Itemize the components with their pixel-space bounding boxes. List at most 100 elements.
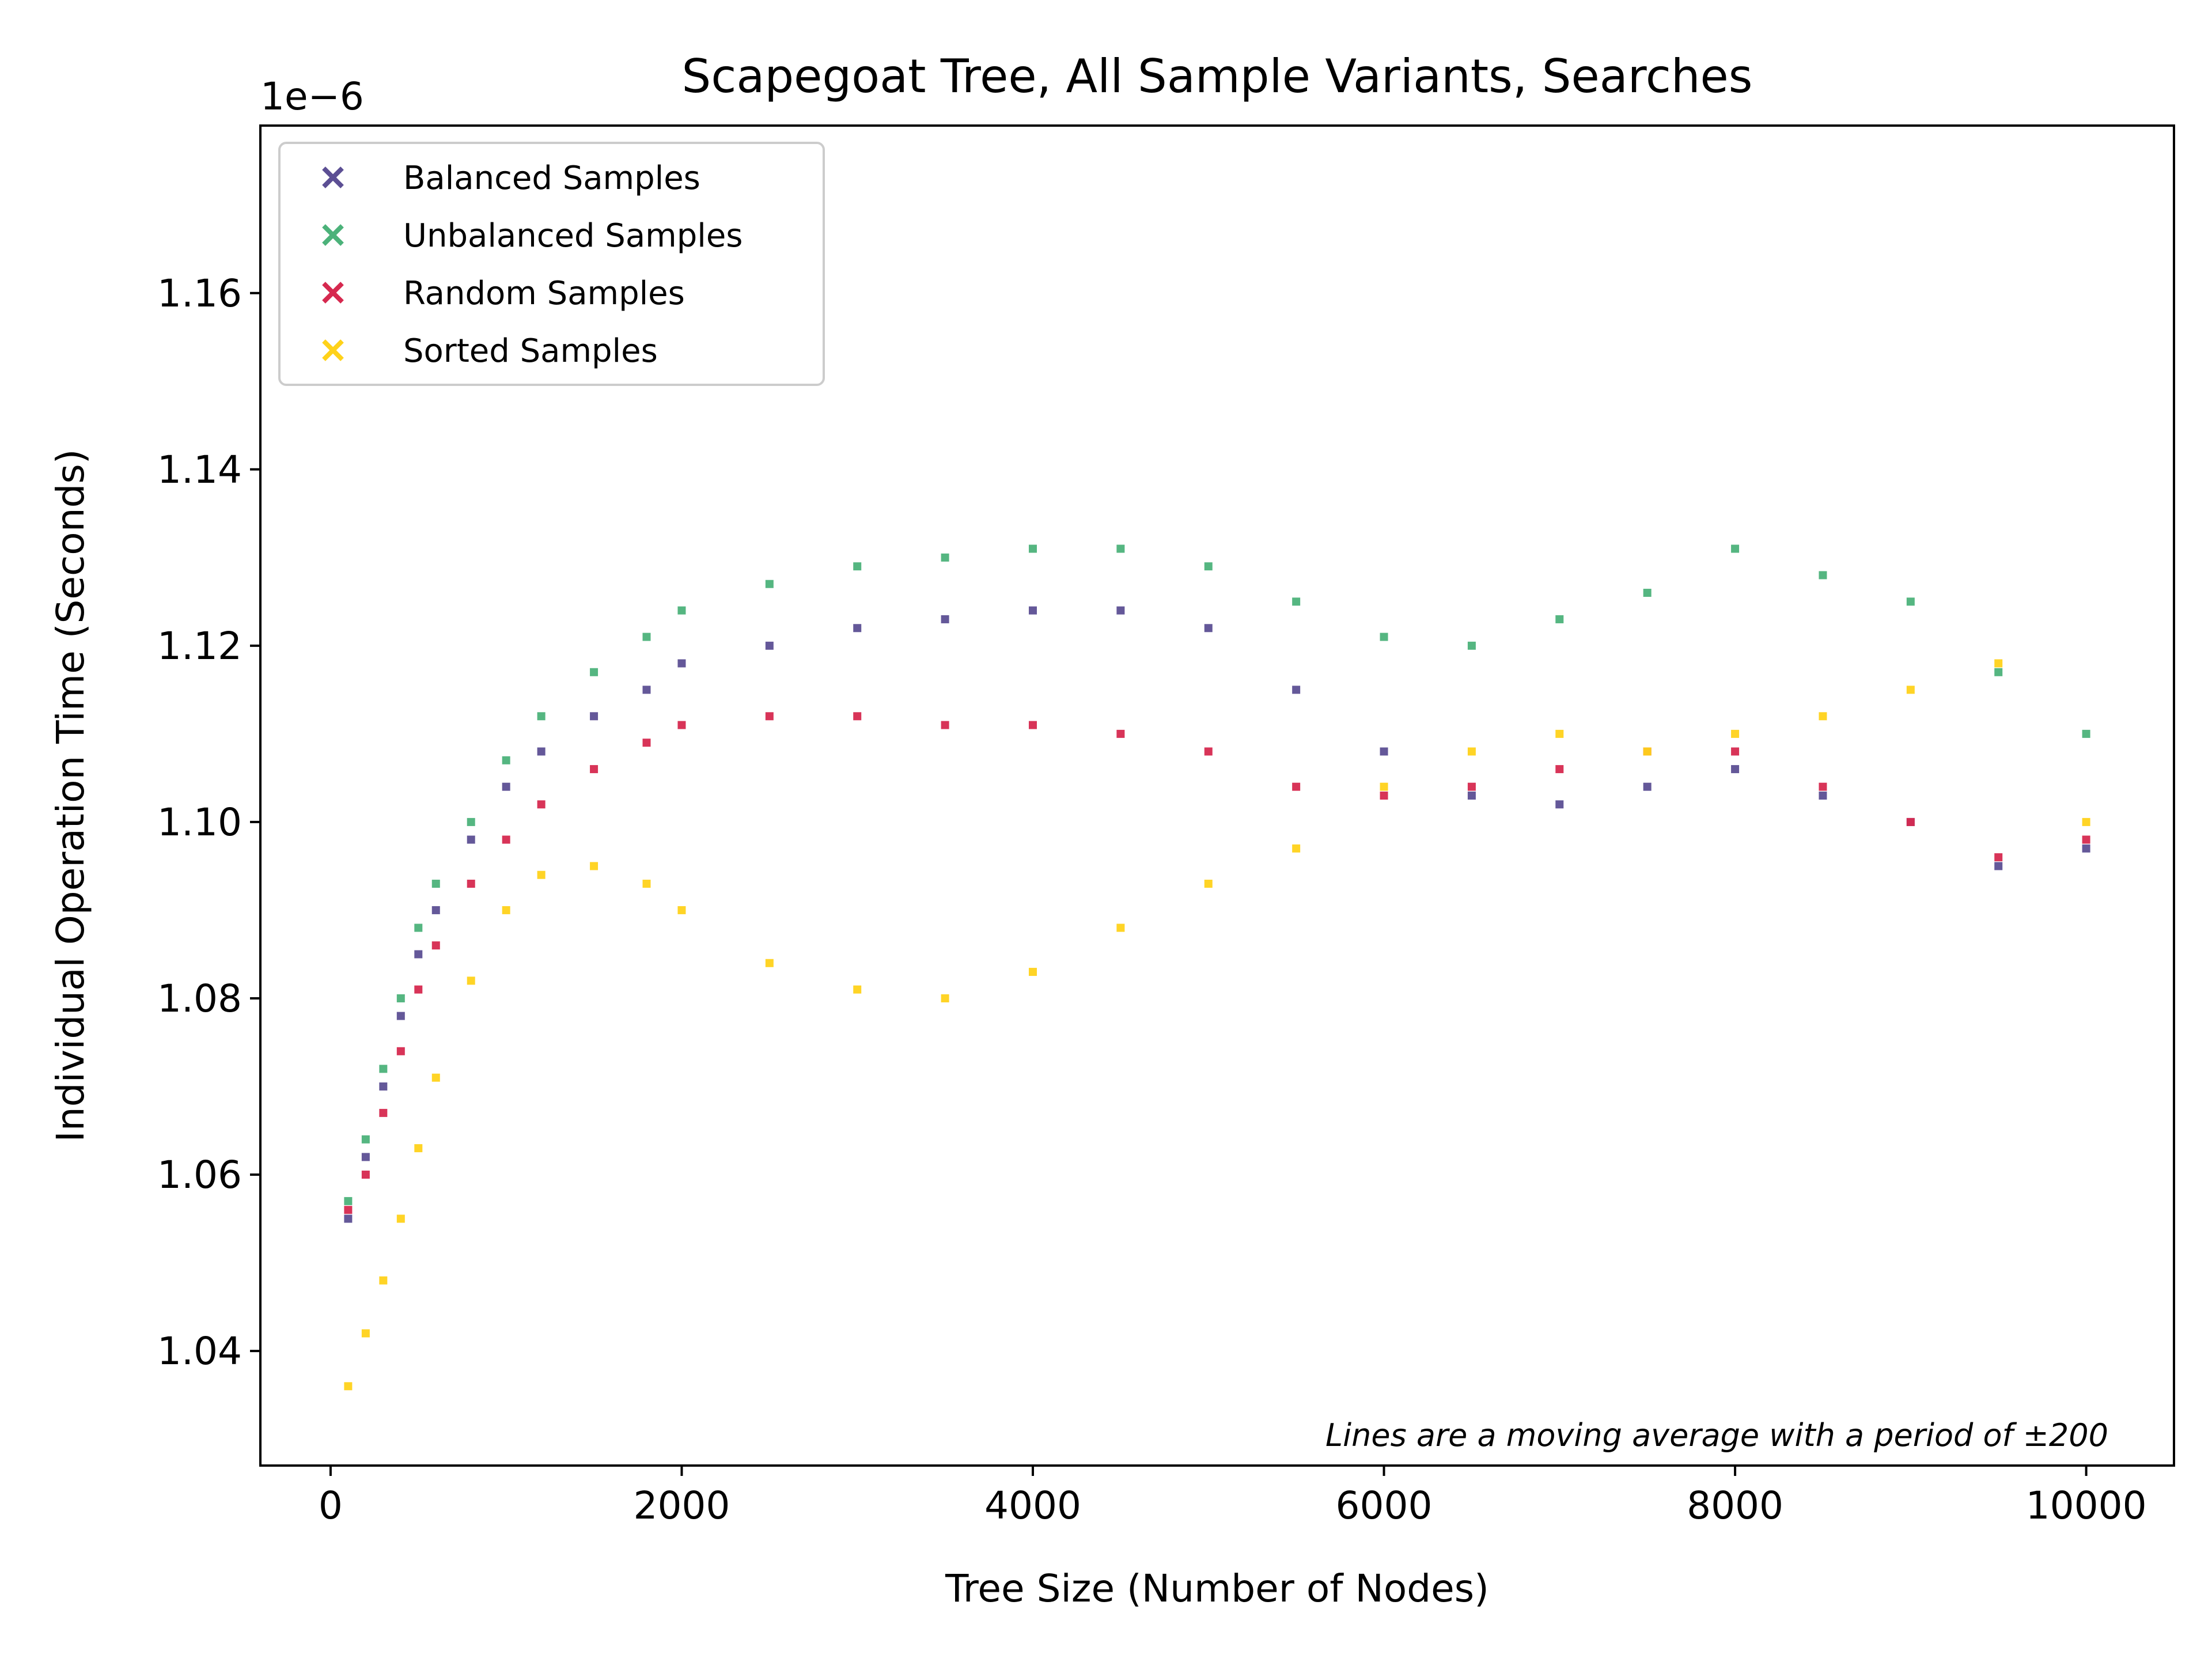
data-point bbox=[1204, 747, 1213, 756]
data-point bbox=[677, 606, 686, 615]
legend: Balanced Samples Unbalanced Samples Random… bbox=[278, 142, 825, 386]
x-tick-label: 0 bbox=[319, 1483, 343, 1528]
data-point bbox=[765, 580, 774, 588]
data-point bbox=[396, 1047, 405, 1055]
data-point bbox=[1731, 729, 1740, 738]
legend-marker bbox=[322, 339, 344, 361]
data-point bbox=[467, 880, 475, 888]
x-tick-label: 6000 bbox=[1336, 1483, 1433, 1528]
data-point bbox=[642, 739, 651, 747]
x-tick-label: 8000 bbox=[1687, 1483, 1783, 1528]
x-axis: 0 2000 4000 6000 8000 10000 bbox=[319, 1466, 2147, 1528]
data-point bbox=[414, 985, 423, 994]
data-point bbox=[467, 835, 475, 844]
data-point bbox=[1467, 641, 1476, 650]
data-point bbox=[590, 668, 599, 676]
data-point bbox=[853, 624, 862, 633]
data-point bbox=[1994, 668, 2003, 676]
data-point bbox=[361, 1171, 370, 1179]
chart-title: Scapegoat Tree, All Sample Variants, Sea… bbox=[682, 50, 1753, 103]
data-point bbox=[1028, 721, 1037, 729]
data-point bbox=[765, 959, 774, 967]
data-point bbox=[642, 686, 651, 694]
data-point bbox=[941, 615, 949, 623]
data-point bbox=[1028, 544, 1037, 553]
series-group bbox=[344, 659, 2090, 1391]
data-point bbox=[853, 985, 862, 994]
y-axis: 1.04 1.06 1.08 1.10 1.12 1.14 1.16 bbox=[157, 271, 260, 1373]
data-point bbox=[1028, 606, 1037, 615]
data-point bbox=[379, 1065, 388, 1073]
y-tick-label: 1.14 bbox=[157, 448, 242, 492]
legend-label: Random Samples bbox=[403, 275, 685, 312]
data-point bbox=[502, 835, 510, 844]
data-point bbox=[1555, 800, 1564, 809]
data-point bbox=[379, 1108, 388, 1117]
x-tick-label: 4000 bbox=[984, 1483, 1081, 1528]
data-point bbox=[677, 659, 686, 668]
y-tick-label: 1.16 bbox=[157, 271, 242, 316]
data-point bbox=[379, 1276, 388, 1285]
data-point bbox=[1467, 747, 1476, 756]
data-point bbox=[467, 976, 475, 985]
legend-marker bbox=[322, 224, 344, 246]
x-tick-label: 10000 bbox=[2026, 1483, 2147, 1528]
legend-label: Unbalanced Samples bbox=[403, 217, 743, 255]
data-point bbox=[431, 880, 440, 888]
data-point bbox=[431, 941, 440, 950]
data-point bbox=[537, 747, 546, 756]
data-point bbox=[1292, 782, 1301, 791]
data-point bbox=[414, 1144, 423, 1153]
data-point bbox=[1819, 571, 1827, 580]
data-point bbox=[2082, 844, 2090, 853]
data-point bbox=[1204, 880, 1213, 888]
data-point bbox=[1116, 923, 1125, 932]
y-tick-label: 1.06 bbox=[157, 1153, 242, 1197]
y-tick-label: 1.12 bbox=[157, 624, 242, 668]
data-point bbox=[1116, 606, 1125, 615]
data-point bbox=[1643, 589, 1652, 597]
x-tick-label: 2000 bbox=[633, 1483, 730, 1528]
data-point bbox=[1380, 747, 1388, 756]
data-point bbox=[344, 1197, 353, 1205]
data-point bbox=[396, 994, 405, 1002]
data-point bbox=[1819, 792, 1827, 800]
legend-marker bbox=[322, 166, 344, 188]
data-point bbox=[1467, 792, 1476, 800]
y-axis-offset-label: 1e−6 bbox=[260, 74, 364, 119]
data-point bbox=[1994, 853, 2003, 862]
data-point bbox=[1906, 817, 1915, 826]
y-tick-label: 1.04 bbox=[157, 1329, 242, 1373]
data-point bbox=[344, 1382, 353, 1391]
data-point bbox=[502, 782, 510, 791]
series-group bbox=[344, 544, 2090, 1205]
data-point bbox=[642, 880, 651, 888]
y-axis-label: Individual Operation Time (Seconds) bbox=[48, 449, 93, 1142]
data-point bbox=[1555, 729, 1564, 738]
data-point bbox=[1994, 659, 2003, 668]
data-point bbox=[765, 641, 774, 650]
data-point bbox=[853, 712, 862, 721]
annotation-note: Lines are a moving average with a period… bbox=[1325, 1417, 2108, 1453]
data-point bbox=[1292, 686, 1301, 694]
y-tick-label: 1.08 bbox=[157, 976, 242, 1021]
data-point bbox=[502, 906, 510, 914]
data-point bbox=[677, 906, 686, 914]
data-point bbox=[765, 712, 774, 721]
data-point bbox=[642, 633, 651, 641]
data-point bbox=[431, 1073, 440, 1082]
data-point bbox=[853, 562, 862, 571]
data-point bbox=[1204, 562, 1213, 571]
points-layer bbox=[344, 544, 2090, 1391]
data-point bbox=[2082, 729, 2090, 738]
data-point bbox=[590, 862, 599, 870]
data-point bbox=[537, 800, 546, 809]
data-point bbox=[1380, 792, 1388, 800]
data-point bbox=[1906, 597, 1915, 606]
data-point bbox=[1380, 782, 1388, 791]
data-point bbox=[414, 950, 423, 959]
data-point bbox=[361, 1329, 370, 1338]
series-group bbox=[344, 712, 2090, 1214]
data-point bbox=[379, 1082, 388, 1091]
